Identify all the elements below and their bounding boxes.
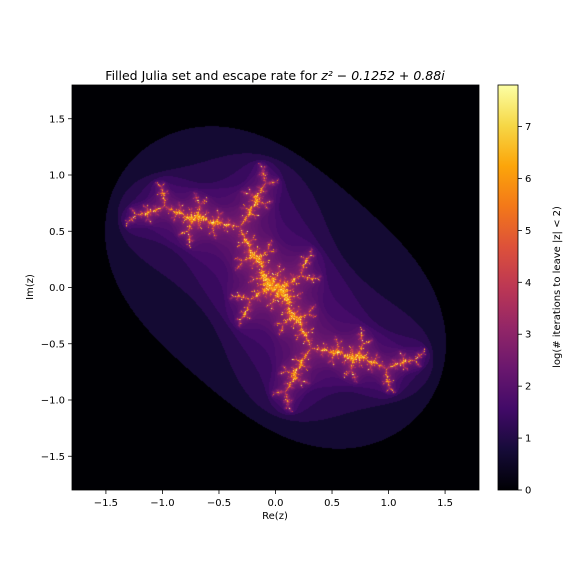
x-tick-label: 1.5 bbox=[437, 498, 453, 509]
x-axis-ticks: −1.5 −1.0 −0.5 0.0 0.5 1.0 1.5 bbox=[94, 490, 453, 509]
colorbar-tick-label: 2 bbox=[525, 382, 531, 393]
julia-heatmap bbox=[72, 85, 479, 490]
x-axis-label: Re(z) bbox=[262, 511, 288, 522]
chart-title: Filled Julia set and escape rate for z² … bbox=[105, 68, 445, 83]
x-tick-label: −1.0 bbox=[150, 498, 174, 509]
y-axis-ticks: 1.5 1.0 0.5 0.0 −0.5 −1.0 −1.5 bbox=[41, 114, 72, 463]
colorbar-tick-label: 1 bbox=[525, 434, 531, 445]
colorbar-ticks: 0 1 2 3 4 5 6 7 bbox=[518, 122, 531, 497]
y-tick-label: 1.0 bbox=[49, 171, 65, 182]
colorbar-tick-label: 7 bbox=[525, 122, 531, 133]
chart-title-prefix: Filled Julia set and escape rate for bbox=[105, 68, 321, 83]
x-tick-label: −0.5 bbox=[207, 498, 231, 509]
x-tick-label: 1.0 bbox=[381, 498, 397, 509]
colorbar-tick-label: 4 bbox=[525, 278, 531, 289]
plot-area-raster bbox=[72, 85, 479, 490]
colorbar bbox=[498, 85, 518, 490]
y-axis-label: Im(z) bbox=[25, 274, 36, 300]
y-tick-label: −1.5 bbox=[41, 452, 65, 463]
chart-title-math: z² − 0.1252 + 0.88i bbox=[320, 68, 445, 83]
colorbar-tick-label: 6 bbox=[525, 174, 531, 185]
colorbar-tick-label: 5 bbox=[525, 226, 531, 237]
y-tick-label: 1.5 bbox=[49, 114, 65, 125]
colorbar-tick-label: 3 bbox=[525, 330, 531, 341]
x-tick-label: 0.5 bbox=[324, 498, 340, 509]
x-tick-label: −1.5 bbox=[94, 498, 118, 509]
y-tick-label: −0.5 bbox=[41, 339, 65, 350]
y-tick-label: 0.5 bbox=[49, 227, 65, 238]
colorbar-frame bbox=[497, 84, 519, 491]
colorbar-label: log(# iterations to leave |z| < 2) bbox=[552, 206, 563, 368]
y-tick-label: 0.0 bbox=[49, 283, 65, 294]
x-tick-label: 0.0 bbox=[268, 498, 284, 509]
y-tick-label: −1.0 bbox=[41, 396, 65, 407]
colorbar-tick-label: 0 bbox=[525, 486, 531, 497]
